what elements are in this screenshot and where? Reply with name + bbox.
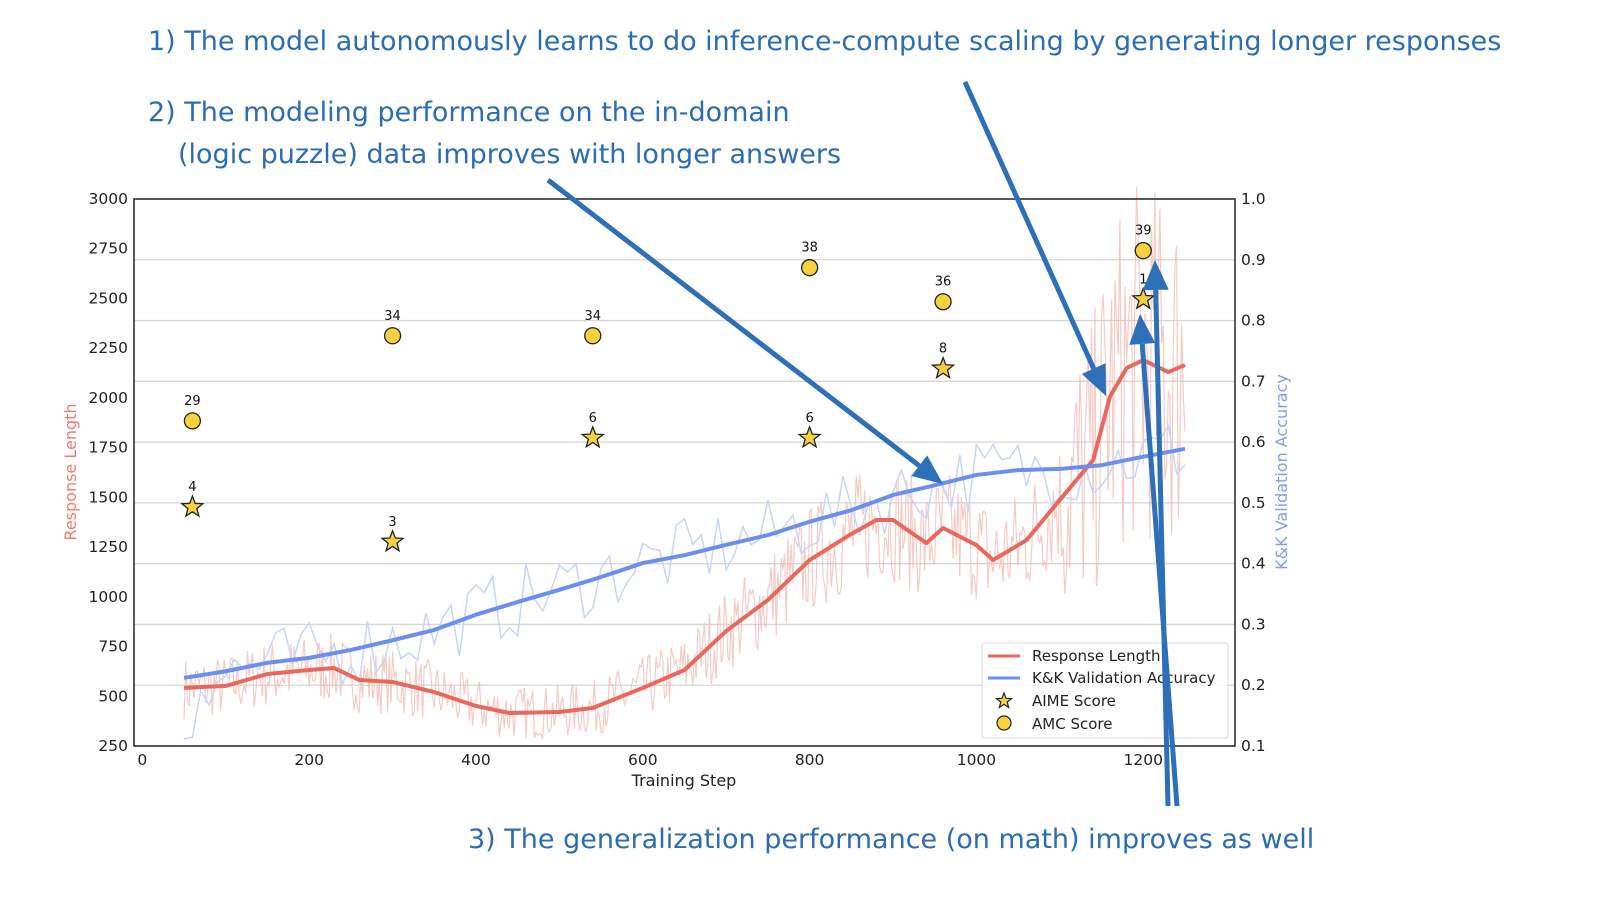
aime-star-marker [1131,286,1156,310]
amc-data-label: 39 [1135,224,1152,239]
raw-response-length-line [183,187,1186,740]
plot-frame [133,198,1236,747]
aime-star-marker [580,425,605,449]
amc-circle-marker [584,327,602,345]
amc-data-label: 36 [935,275,952,290]
y-right-tick-label: 1.0 [1241,190,1266,208]
legend: Response Length K&K Validation Accuracy … [981,642,1229,739]
aime-data-label: 6 [589,411,597,426]
legend-amc: AMC Score [1032,715,1112,733]
amc-circle-marker [183,412,202,430]
y-right-tick-label: 0.8 [1241,312,1266,330]
arrow-1-shaft [962,80,1096,370]
legend-circle-icon [996,715,1012,731]
y-left-tick-label: 3000 [89,190,128,208]
arrow-3a-shaft [1139,343,1180,807]
amc-data-label: 38 [801,241,818,256]
x-tick-label: 1000 [957,751,996,769]
amc-circle-marker [800,259,819,277]
aime-data-label: 3 [388,515,396,530]
amc-data-label: 34 [384,309,401,324]
aime-star-marker [380,528,405,553]
aime-data-label: 1 [1139,272,1147,287]
y-right-tick-label: 0.3 [1241,615,1266,633]
x-tick-label: 600 [628,751,658,769]
annotation-1: 1) The model autonomously learns to do i… [148,26,1501,57]
y-right-tick-label: 0.7 [1241,372,1266,390]
y-right-tick-label: 0.9 [1241,251,1266,269]
y-left-tick-label: 500 [98,687,128,705]
arrow-3a-head [1129,314,1156,345]
y-left-tick-label: 2500 [89,289,128,307]
y-left-tick-label: 750 [98,638,128,656]
legend-star-icon [994,691,1014,709]
aime-star-marker [930,355,956,380]
y-left-tick-label: 250 [98,737,128,755]
y-right-tick-label: 0.2 [1241,676,1266,694]
aime-star-marker [797,425,822,449]
amc-circle-marker [383,327,402,345]
x-tick-label: 200 [294,751,324,769]
legend-aime: AIME Score [1032,692,1116,710]
arrow-3b-shaft [1153,289,1171,807]
annotation-2-line2: (logic puzzle) data improves with longer… [178,139,841,170]
y-right-tick-label: 0.4 [1241,555,1266,573]
annotation-2-line1: 2) The modeling performance on the in-do… [148,97,790,128]
annotation-arrows [546,80,1180,807]
aime-data-label: 4 [188,480,196,495]
aime-star-marker [180,494,205,518]
ticks: 0.1 0.2 0.3 0.4 0.5 0.6 0.7 0.8 0.9 1.0 250 500 750 1… [89,190,1266,769]
annotation-3: 3) The generalization performance (on ma… [468,824,1314,855]
amc-circle-marker [934,293,952,311]
arrow-2-head [911,455,943,484]
y-left-tick-label: 2250 [89,339,128,357]
amc-circle-marker [1134,242,1152,260]
x-tick-label: 0 [137,751,147,769]
y-right-tick-label: 0.5 [1241,494,1266,512]
y-right-axis-label: K&K Validation Accuracy [1272,374,1291,570]
amc-data-label: 29 [184,394,201,409]
x-tick-label: 800 [795,751,825,769]
aime-data-label: 8 [939,342,947,357]
y-left-axis-label: Response Length [61,403,80,540]
y-left-tick-label: 1500 [89,488,128,506]
raw-series [183,187,1186,740]
arrow-1-head [1081,363,1106,396]
legend-star-shape [994,691,1014,709]
accuracy-line [183,446,1186,680]
y-left-tick-label: 1000 [89,588,128,606]
y-left-tick-label: 2000 [89,389,128,407]
x-axis-label: Training Step [631,771,737,790]
grid [134,259,1235,686]
y-left-tick-label: 1750 [89,439,128,457]
y-left-tick-label: 1250 [89,538,128,556]
arrow-2-shaft [546,178,921,468]
raw-accuracy-line [183,423,1186,740]
y-left-tick-label: 2750 [89,240,128,258]
x-tick-label: 400 [461,751,491,769]
arrow-3b-head [1142,260,1169,291]
y-right-tick-label: 0.1 [1241,737,1266,755]
legend-accuracy: K&K Validation Accuracy [1032,669,1216,687]
aime-data-label: 6 [805,411,813,426]
amc-data-label: 34 [584,309,601,324]
legend-response-length: Response Length [1032,647,1161,665]
smoothed-series [183,358,1186,715]
y-right-tick-label: 0.6 [1241,433,1266,451]
x-tick-label: 1200 [1124,751,1163,769]
